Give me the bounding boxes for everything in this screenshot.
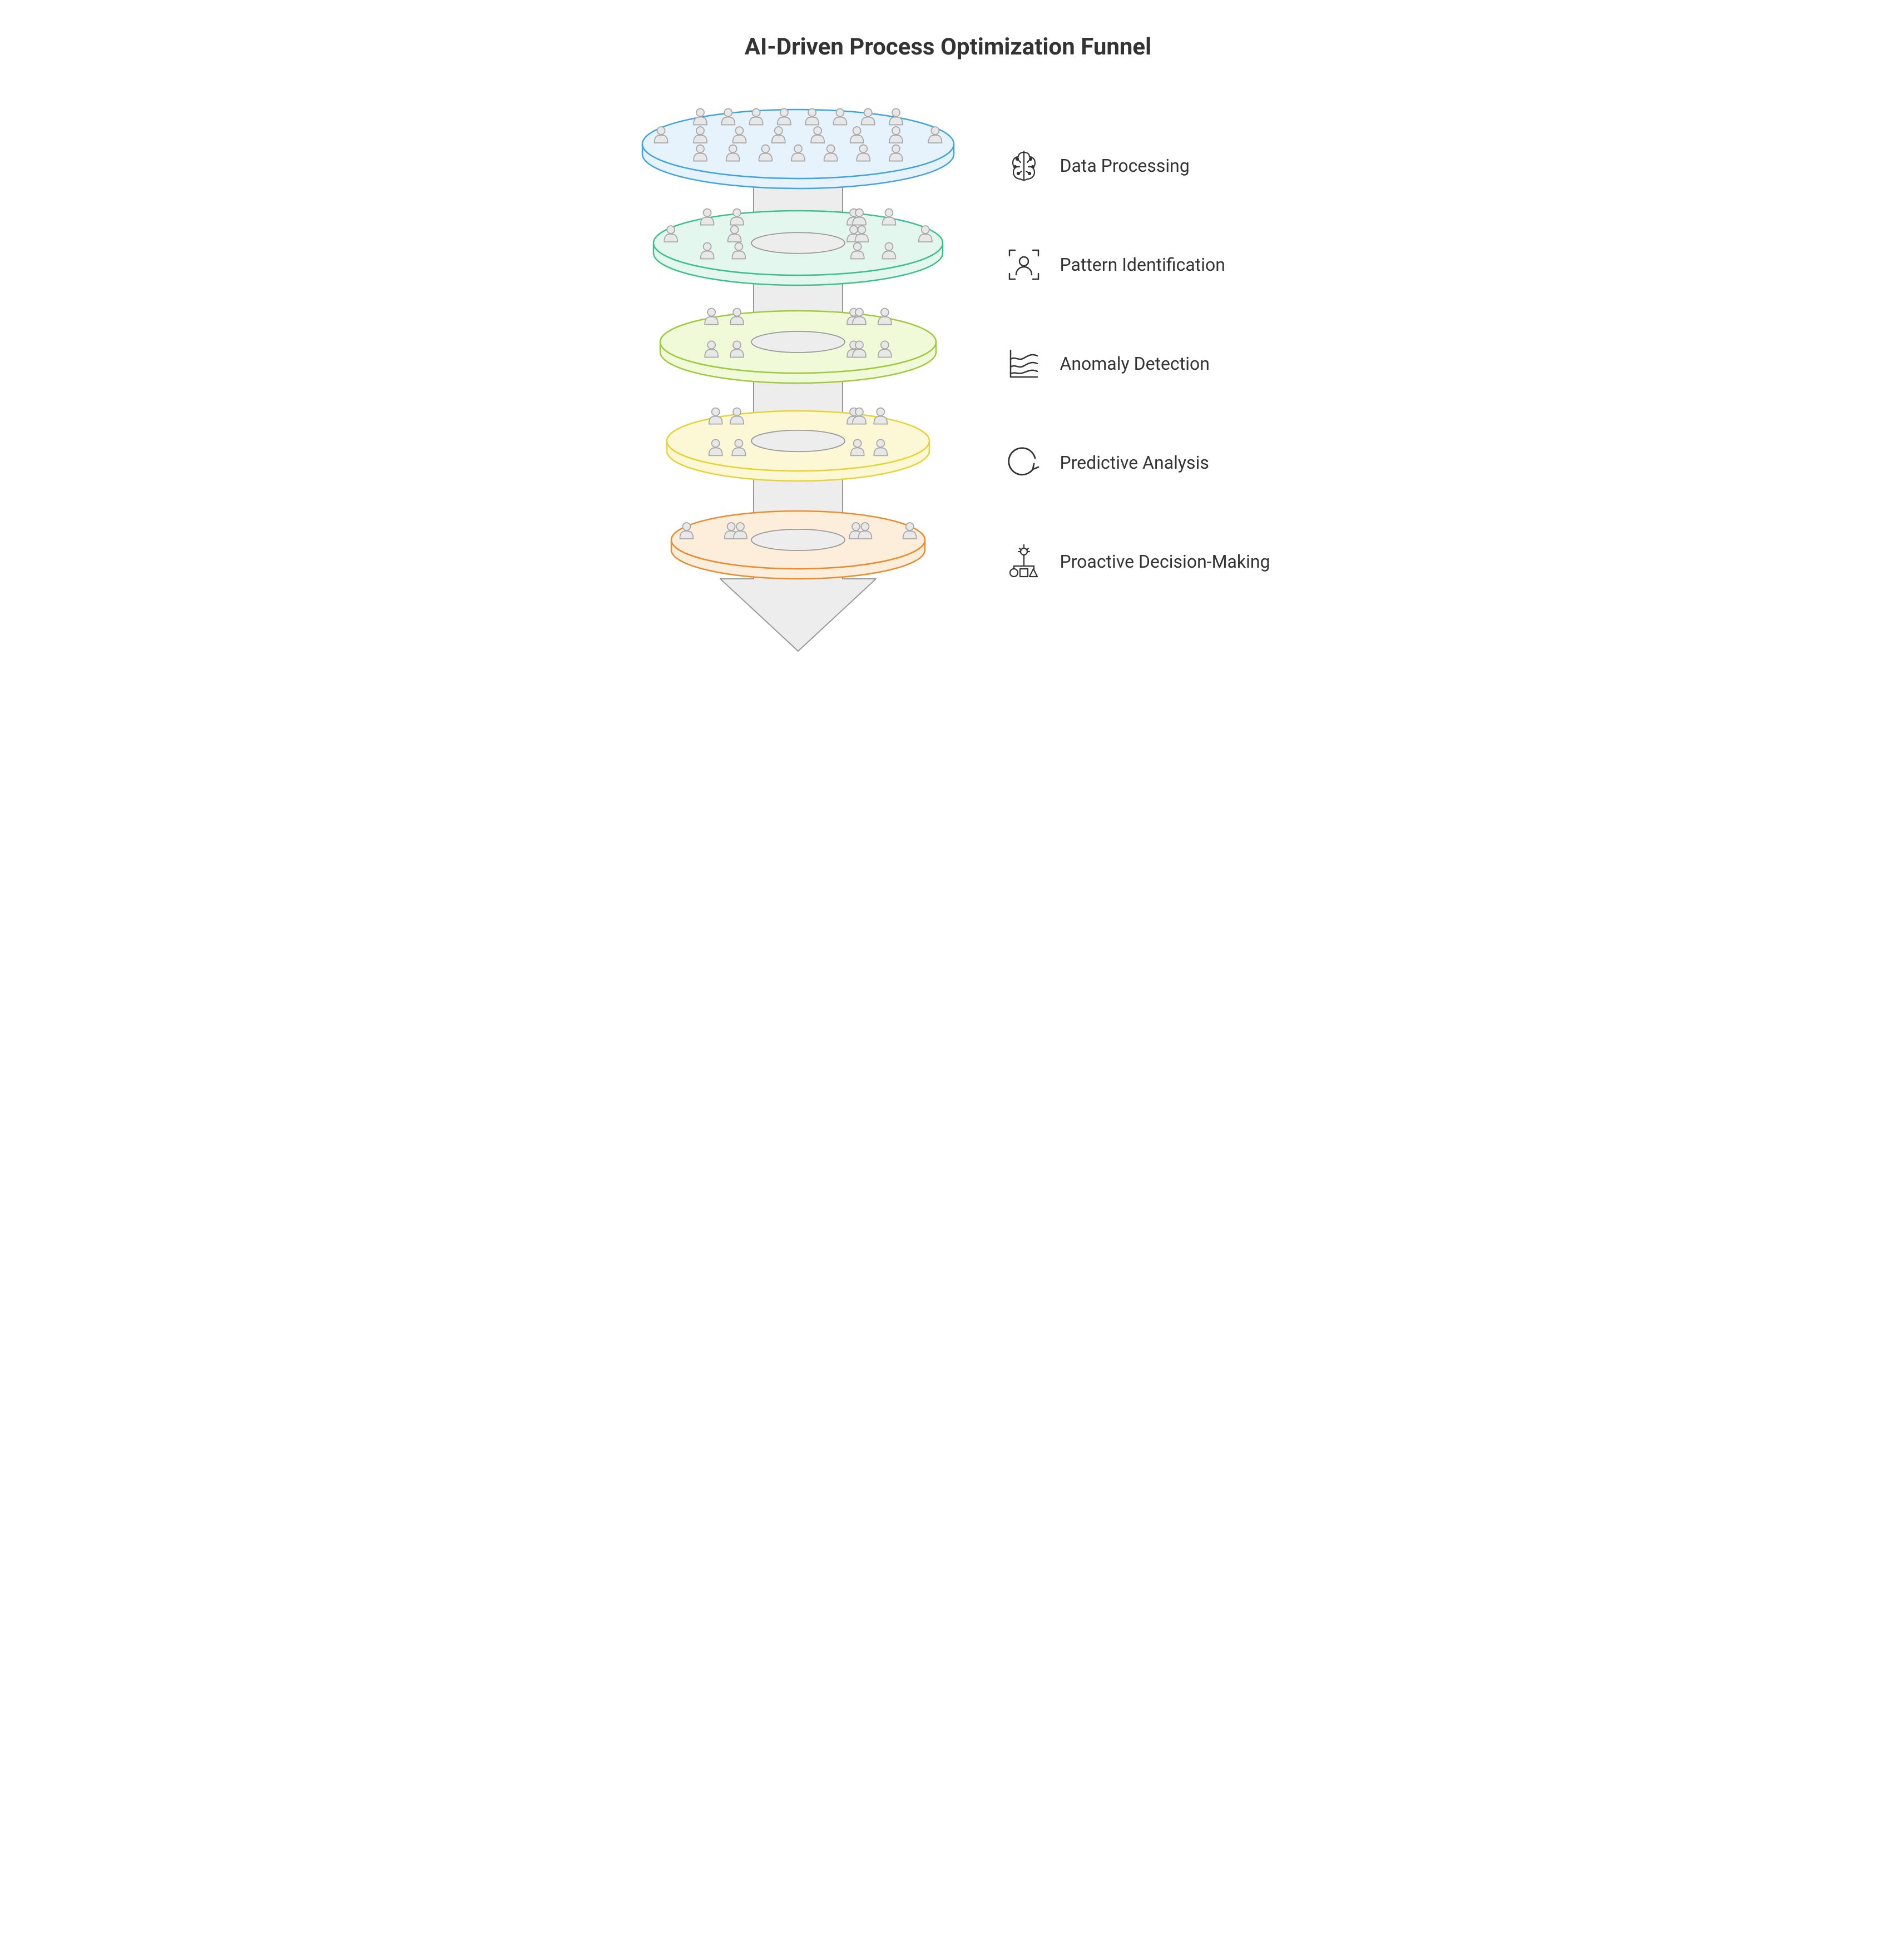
- funnel-stage-4: [671, 511, 925, 579]
- stage-label-0: Data Processing: [1060, 155, 1189, 176]
- funnel-stage-1: [654, 209, 943, 285]
- stage-label-2: Anomaly Detection: [1060, 353, 1209, 374]
- area-chart-icon: [1004, 344, 1044, 384]
- stage-label-3: Predictive Analysis: [1060, 452, 1209, 473]
- funnel-stage-0: [642, 108, 954, 188]
- stage-row-3: Predictive Analysis: [1004, 413, 1270, 512]
- stage-label-1: Pattern Identification: [1060, 254, 1225, 275]
- brain-icon: [1004, 146, 1044, 186]
- redo-arrow-icon: [1004, 443, 1044, 483]
- stage-row-4: Proactive Decision-Making: [1004, 512, 1270, 611]
- stage-row-2: Anomaly Detection: [1004, 314, 1270, 413]
- funnel-diagram: [626, 94, 971, 683]
- decision-tree-icon: [1004, 542, 1044, 582]
- diagram-title: AI-Driven Process Optimization Funnel: [745, 33, 1151, 61]
- stage-labels: Data Processing Pattern Identification: [1004, 94, 1270, 611]
- stage-row-0: Data Processing: [1004, 116, 1270, 215]
- stage-row-1: Pattern Identification: [1004, 215, 1270, 314]
- stage-label-4: Proactive Decision-Making: [1060, 551, 1270, 572]
- focus-person-icon: [1004, 245, 1044, 285]
- funnel-stage-3: [667, 408, 929, 481]
- diagram-container: Data Processing Pattern Identification: [626, 94, 1270, 683]
- funnel-stage-2: [660, 309, 936, 383]
